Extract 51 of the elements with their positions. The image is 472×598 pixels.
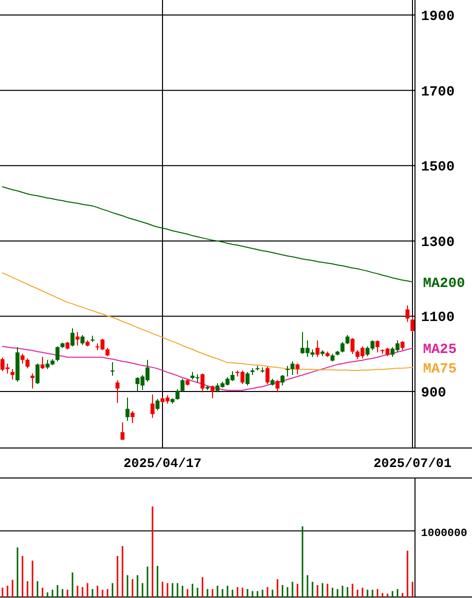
candlestick (276, 380, 280, 393)
candlestick (316, 340, 320, 358)
y-tick-label: 1100 (421, 310, 455, 326)
y-tick-label: 1300 (421, 234, 455, 251)
y-tick-label: 1700 (421, 84, 455, 100)
candlestick (150, 394, 154, 418)
series-label: MA200 (423, 276, 466, 292)
candlestick (410, 316, 414, 333)
candlestick (346, 334, 350, 345)
candlestick (126, 397, 130, 422)
candlestick (76, 332, 80, 346)
candlestick (176, 388, 180, 400)
candlestick (280, 374, 284, 386)
candlestick (56, 346, 60, 362)
candlestick (406, 304, 410, 322)
candlestick (10, 368, 14, 380)
candlestick (266, 366, 270, 384)
candlestick (110, 362, 114, 376)
y-tick-label: 900 (421, 386, 446, 402)
series-label: MA75 (423, 361, 457, 378)
candlestick (116, 380, 120, 404)
y-tick-label: 1900 (421, 9, 455, 26)
candlestick (70, 328, 74, 347)
line-series (2, 272, 413, 371)
candlestick (210, 385, 214, 399)
line-series (2, 346, 413, 391)
candlestick (340, 341, 344, 353)
y-tick-label: 1500 (421, 160, 455, 176)
candlestick (80, 334, 84, 346)
line-series (2, 186, 413, 282)
x-tick-label: 2025/04/17 (123, 456, 202, 471)
x-tick-label: 2025/07/01 (373, 456, 452, 471)
candlestick (20, 353, 24, 364)
candlestick (180, 378, 184, 392)
candlestick (200, 372, 204, 393)
candlestick (30, 372, 34, 390)
candlestick (350, 338, 354, 354)
candlestick (296, 363, 300, 375)
y-tick-label: 1000000 (421, 528, 468, 540)
candlestick (156, 398, 160, 411)
candlestick (40, 356, 44, 370)
series-label: MA25 (423, 342, 457, 358)
candlestick (376, 340, 380, 353)
candlestick (130, 410, 134, 424)
candlestick (36, 363, 40, 384)
candlestick (26, 358, 30, 369)
candlestick (120, 422, 124, 440)
candlestick (246, 371, 250, 386)
candlestick (286, 365, 290, 377)
candlestick (290, 360, 294, 376)
candlestick (400, 340, 404, 351)
